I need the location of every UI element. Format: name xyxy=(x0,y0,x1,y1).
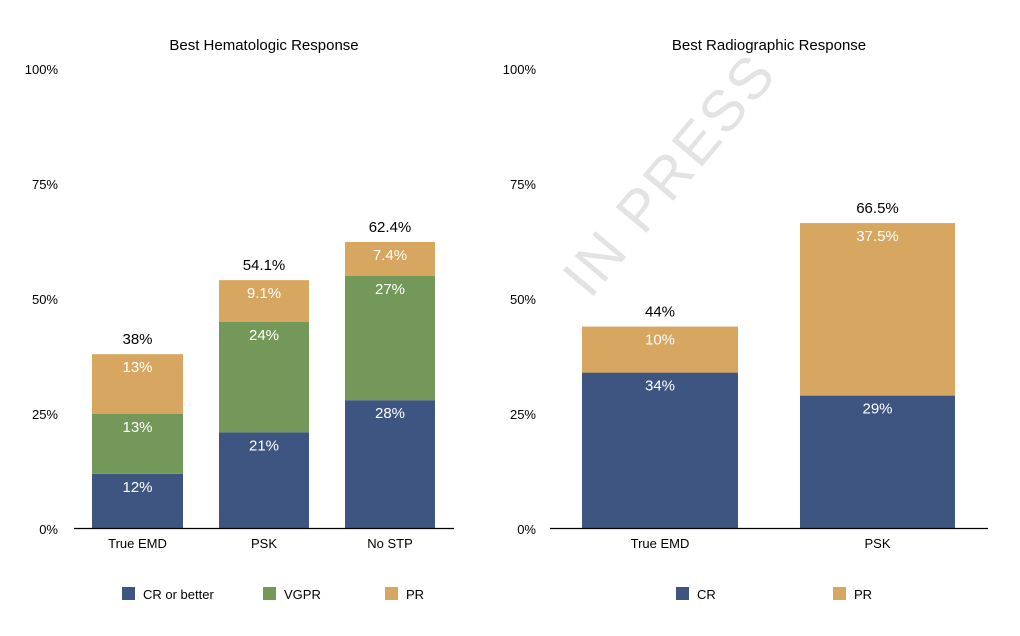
legend-label: VGPR xyxy=(284,587,321,602)
x-tick-label: PSK xyxy=(251,536,277,551)
bar-segment-cr-or-better xyxy=(219,432,309,529)
data-label: 7.4% xyxy=(373,247,407,264)
bar-segment-pr xyxy=(219,280,309,322)
y-tick-label: 0% xyxy=(517,522,536,537)
bar-segment-pr xyxy=(345,241,435,276)
legend: CR or better VGPR PR xyxy=(122,587,424,602)
legend-swatch xyxy=(263,587,276,600)
y-tick-label: 50% xyxy=(32,292,58,307)
y-tick-label: 100% xyxy=(25,62,59,77)
data-label: 13% xyxy=(122,419,152,436)
bar-segment-cr-or-better xyxy=(345,400,435,529)
data-label: 13% xyxy=(122,359,152,376)
data-label: 34% xyxy=(645,378,675,395)
data-label: 37.5% xyxy=(856,228,899,245)
data-label: 9.1% xyxy=(247,285,281,302)
data-label: 10% xyxy=(645,332,675,349)
legend-swatch xyxy=(385,587,398,600)
total-label: 38% xyxy=(122,331,152,348)
data-label: 27% xyxy=(375,281,405,298)
data-label: 29% xyxy=(862,401,892,418)
y-tick-label: 75% xyxy=(32,177,58,192)
chart-panel-0: Best Hematologic Response 0% 25% 50% 75% 100%… xyxy=(25,37,454,602)
bar-segment-cr-or-better xyxy=(92,473,183,529)
bar-segment-pr xyxy=(92,354,183,414)
legend-swatch xyxy=(122,587,135,600)
y-tick-label: 50% xyxy=(510,292,536,307)
legend-label: CR xyxy=(697,587,716,602)
data-label: 28% xyxy=(375,405,405,422)
total-label: 44% xyxy=(645,304,675,321)
y-tick-label: 25% xyxy=(510,407,536,422)
chart-title: Best Hematologic Response xyxy=(169,37,358,54)
bar-segment-vgpr xyxy=(345,276,435,401)
bar-segment-vgpr xyxy=(92,414,183,474)
bar-segment-cr xyxy=(582,372,738,529)
y-tick-label: 0% xyxy=(39,522,58,537)
legend-swatch xyxy=(676,587,689,600)
legend-label: CR or better xyxy=(143,587,214,602)
total-label: 54.1% xyxy=(243,257,286,274)
y-tick-label: 75% xyxy=(510,177,536,192)
total-label: 66.5% xyxy=(856,200,899,217)
y-tick-label: 25% xyxy=(32,407,58,422)
legend-label: PR xyxy=(854,587,872,602)
watermark: IN PRESS xyxy=(550,41,789,309)
x-tick-label: PSK xyxy=(864,536,890,551)
x-tick-label: True EMD xyxy=(108,536,167,551)
legend: CR PR xyxy=(676,587,872,602)
chart-panel-1: Best Radiographic Response 0% 25% 50% 75% 100… xyxy=(503,37,988,602)
bar-segment-vgpr xyxy=(219,322,309,433)
y-tick-label: 100% xyxy=(503,62,537,77)
x-tick-label: True EMD xyxy=(631,536,690,551)
data-label: 24% xyxy=(249,327,279,344)
chart-title: Best Radiographic Response xyxy=(672,37,866,54)
bar-segment-cr xyxy=(800,395,955,529)
data-label: 21% xyxy=(249,437,279,454)
x-tick-label: No STP xyxy=(367,536,413,551)
bar-segment-pr xyxy=(800,223,955,396)
legend-swatch xyxy=(833,587,846,600)
data-label: 12% xyxy=(122,479,152,496)
bar-segment-pr xyxy=(582,326,738,373)
legend-label: PR xyxy=(406,587,424,602)
total-label: 62.4% xyxy=(369,219,412,236)
